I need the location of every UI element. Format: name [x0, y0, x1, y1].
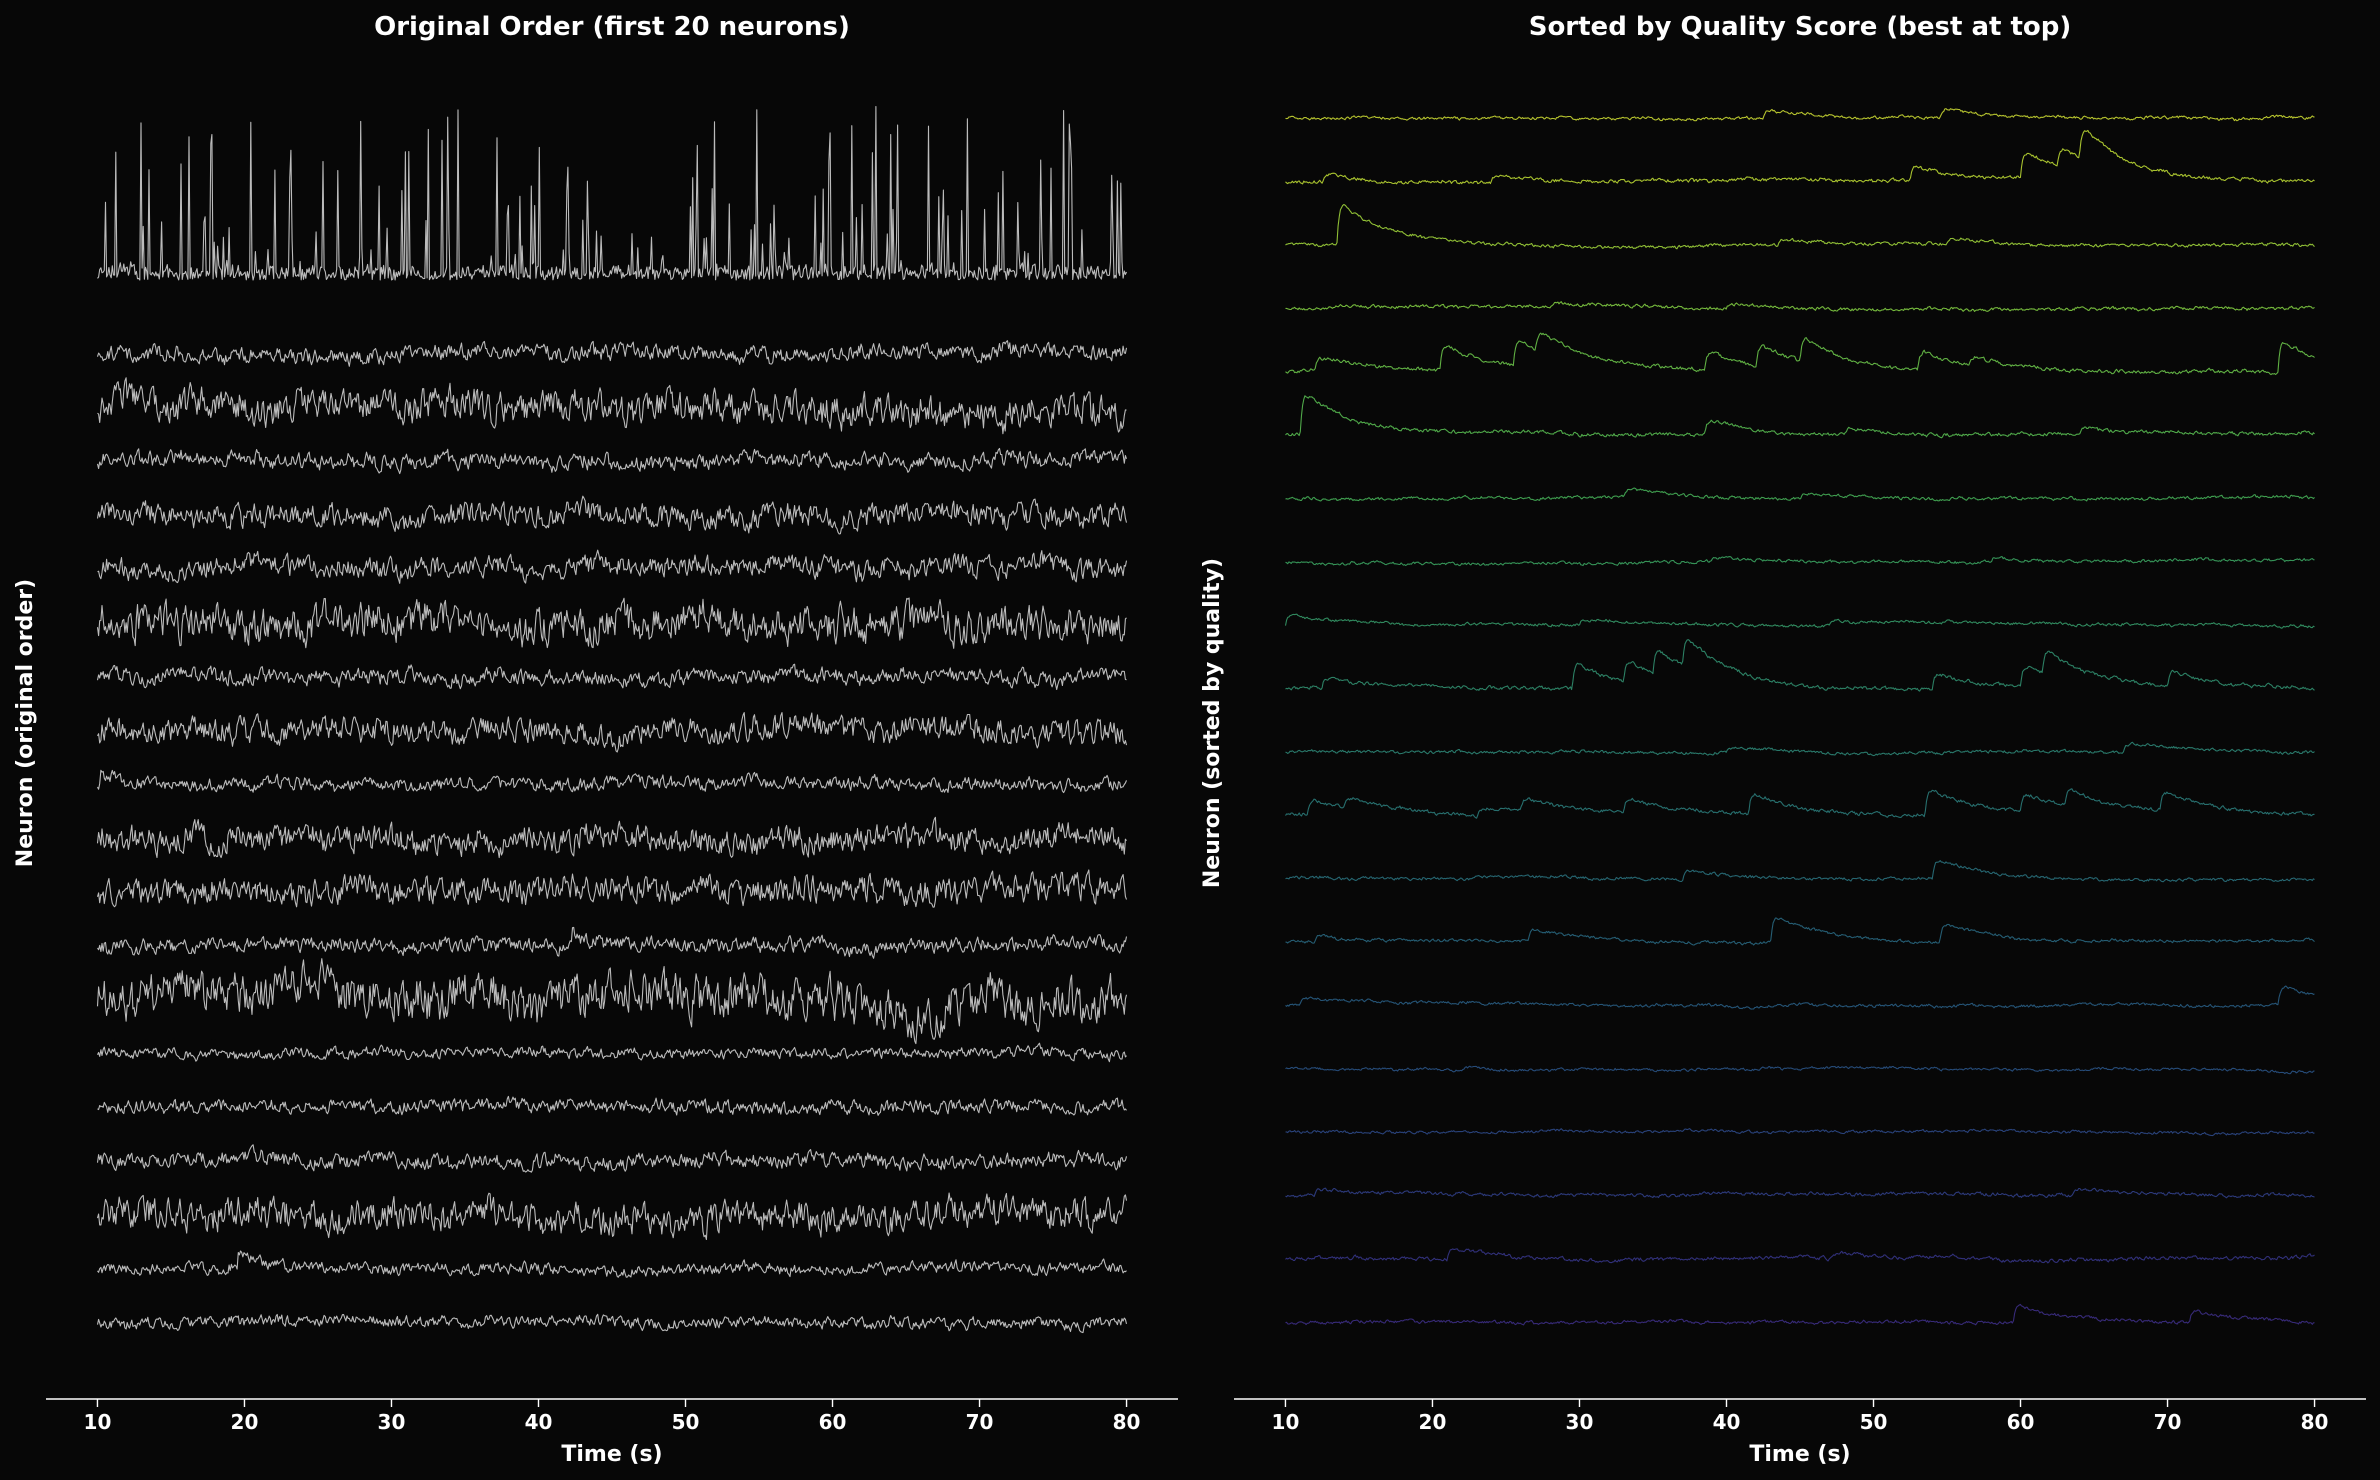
trace-sorted-12: [1285, 788, 2315, 819]
y-axis-label-sorted: Neuron (sorted by quality): [1200, 558, 1225, 888]
trace-sorted-14: [1285, 917, 2315, 946]
x-tick-label-sorted-30: 30: [1566, 1410, 1594, 1434]
trace-original-19: [97, 1250, 1127, 1278]
x-tick-label-original-40: 40: [525, 1410, 553, 1434]
panel-title-original: Original Order (first 20 neurons): [374, 12, 850, 42]
trace-original-5: [96, 495, 1128, 535]
trace-sorted-5: [1285, 332, 2315, 376]
traces-sorted: [1284, 108, 2315, 1326]
trace-original-13: [97, 926, 1128, 959]
trace-original-14: [96, 958, 1128, 1045]
trace-original-10: [97, 769, 1128, 794]
x-tick-label-original-20: 20: [231, 1410, 259, 1434]
x-tick-label-sorted-70: 70: [2154, 1410, 2182, 1434]
x-tick-label-sorted-60: 60: [2007, 1410, 2035, 1434]
trace-original-18: [96, 1192, 1128, 1241]
x-tick-label-sorted-20: 20: [1419, 1410, 1447, 1434]
x-tick-label-original-80: 80: [1113, 1410, 1141, 1434]
trace-sorted-13: [1285, 860, 2315, 883]
trace-sorted-2: [1285, 129, 2315, 185]
trace-sorted-19: [1285, 1248, 2315, 1264]
trace-sorted-18: [1285, 1187, 2315, 1199]
x-ticks-original: 10 20 30 40 50 60 70 80: [84, 1399, 1141, 1434]
x-ticks-sorted: 10 20 30 40 50 60 70 80: [1272, 1399, 2329, 1434]
traces-original: [96, 105, 1128, 1334]
trace-original-17: [96, 1144, 1128, 1173]
trace-sorted-15: [1285, 985, 2315, 1010]
trace-sorted-7: [1285, 487, 2315, 502]
trace-original-8: [96, 663, 1127, 691]
trace-sorted-3: [1285, 203, 2315, 250]
trace-sorted-11: [1285, 741, 2315, 757]
trace-original-1: [97, 105, 1127, 281]
trace-original-15: [97, 1042, 1127, 1063]
panel-title-sorted: Sorted by Quality Score (best at top): [1529, 12, 2072, 42]
x-tick-label-sorted-10: 10: [1272, 1410, 1300, 1434]
x-tick-label-original-60: 60: [819, 1410, 847, 1434]
panel-sorted-by-quality: Sorted by Quality Score (best at top) Ne…: [1200, 12, 2366, 1467]
x-tick-label-sorted-80: 80: [2301, 1410, 2329, 1434]
trace-sorted-9: [1284, 613, 2315, 629]
trace-original-11: [96, 816, 1127, 859]
trace-original-9: [97, 712, 1128, 753]
x-axis-label-original: Time (s): [561, 1442, 662, 1467]
trace-sorted-17: [1285, 1128, 2315, 1137]
x-tick-label-original-70: 70: [966, 1410, 994, 1434]
trace-original-2: [96, 340, 1128, 367]
trace-sorted-8: [1285, 555, 2315, 567]
trace-original-7: [96, 597, 1127, 649]
trace-sorted-10: [1285, 639, 2315, 692]
x-axis-label-sorted: Time (s): [1749, 1442, 1850, 1467]
trace-original-16: [97, 1095, 1127, 1116]
trace-sorted-6: [1285, 395, 2315, 439]
x-tick-label-original-50: 50: [672, 1410, 700, 1434]
trace-original-3: [97, 377, 1127, 435]
panel-original-order: Original Order (first 20 neurons) Neuron…: [13, 12, 1178, 1467]
trace-original-20: [96, 1313, 1128, 1334]
trace-original-4: [96, 447, 1128, 475]
x-tick-label-original-10: 10: [84, 1410, 112, 1434]
trace-original-12: [96, 869, 1128, 908]
trace-sorted-20: [1285, 1303, 2315, 1326]
trace-sorted-4: [1285, 301, 2315, 312]
trace-original-6: [97, 549, 1128, 584]
x-tick-label-sorted-50: 50: [1860, 1410, 1888, 1434]
x-tick-label-original-30: 30: [378, 1410, 406, 1434]
y-axis-label-original: Neuron (original order): [13, 579, 38, 867]
trace-sorted-16: [1285, 1065, 2315, 1075]
trace-sorted-1: [1285, 108, 2315, 122]
x-tick-label-sorted-40: 40: [1713, 1410, 1741, 1434]
